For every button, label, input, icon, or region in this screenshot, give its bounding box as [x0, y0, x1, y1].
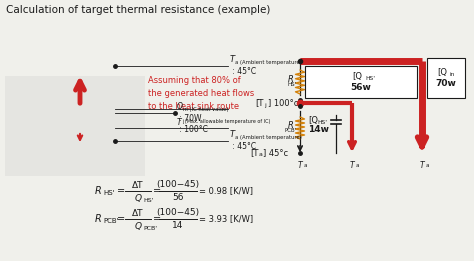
Text: a (Ambient temperature): a (Ambient temperature) — [235, 60, 302, 65]
Text: in: in — [450, 73, 455, 78]
Text: a (Ambient temperature): a (Ambient temperature) — [235, 135, 302, 140]
Text: Calculation of target thermal resistance (example): Calculation of target thermal resistance… — [6, 5, 270, 15]
Text: R: R — [288, 121, 294, 129]
Bar — [5, 76, 145, 176]
Text: Q: Q — [135, 193, 142, 203]
Text: Q: Q — [135, 222, 142, 230]
Text: Q: Q — [177, 102, 183, 111]
Text: ] 100°c: ] 100°c — [268, 98, 298, 108]
Text: PCB': PCB' — [103, 218, 118, 224]
Text: HS': HS' — [143, 198, 154, 203]
Text: : 100°C: : 100°C — [177, 125, 208, 134]
Text: = 3.93 [K/W]: = 3.93 [K/W] — [199, 215, 253, 223]
Text: T: T — [177, 118, 182, 127]
Text: ] 45°c: ] 45°c — [263, 149, 288, 157]
Text: ΔT: ΔT — [132, 181, 144, 189]
Text: j: j — [264, 103, 266, 108]
Text: a: a — [356, 163, 359, 168]
Text: [T: [T — [250, 149, 258, 157]
Text: Assuming that 80% of
the generated heat flows
to the heat sink route: Assuming that 80% of the generated heat … — [148, 76, 254, 111]
Text: PCB': PCB' — [285, 128, 297, 133]
Text: HS': HS' — [103, 190, 115, 196]
Text: R: R — [288, 74, 294, 84]
Text: (100−45): (100−45) — [156, 181, 200, 189]
Text: PCB': PCB' — [143, 226, 157, 230]
FancyBboxPatch shape — [427, 58, 465, 98]
Text: (100−45): (100−45) — [156, 209, 200, 217]
Text: =: = — [117, 186, 125, 196]
Text: T: T — [298, 161, 302, 170]
Text: a: a — [304, 163, 308, 168]
Text: = 0.98 [K/W]: = 0.98 [K/W] — [199, 187, 253, 195]
Text: HS': HS' — [365, 76, 375, 81]
Text: R: R — [95, 214, 102, 224]
Text: 14: 14 — [173, 222, 184, 230]
Text: : 45°C: : 45°C — [230, 67, 256, 76]
FancyBboxPatch shape — [305, 66, 417, 98]
Text: j (Max. allowable temperature of IC): j (Max. allowable temperature of IC) — [182, 119, 270, 124]
Text: HS': HS' — [317, 120, 327, 124]
Text: HS': HS' — [288, 82, 297, 87]
Text: in (IC heat value): in (IC heat value) — [183, 107, 228, 112]
Text: : 45°C: : 45°C — [230, 142, 256, 151]
Text: T: T — [230, 130, 235, 139]
Text: 56w: 56w — [351, 82, 372, 92]
Text: 70w: 70w — [436, 79, 456, 87]
Text: [Q: [Q — [437, 68, 447, 78]
Text: ΔT: ΔT — [132, 209, 144, 217]
Text: 56: 56 — [172, 193, 184, 203]
Text: [T: [T — [255, 98, 264, 108]
Text: [Q: [Q — [352, 73, 362, 81]
Text: 14w: 14w — [308, 126, 329, 134]
Text: =: = — [117, 214, 125, 224]
Text: [Q: [Q — [308, 116, 318, 124]
Text: T: T — [350, 161, 354, 170]
Text: a: a — [259, 152, 263, 157]
Text: =: = — [153, 214, 161, 224]
Text: =: = — [153, 186, 161, 196]
Text: T: T — [419, 161, 424, 170]
Text: : 70W: : 70W — [177, 114, 201, 123]
Text: R: R — [95, 186, 102, 196]
Text: T: T — [230, 55, 235, 64]
Text: a: a — [426, 163, 429, 168]
